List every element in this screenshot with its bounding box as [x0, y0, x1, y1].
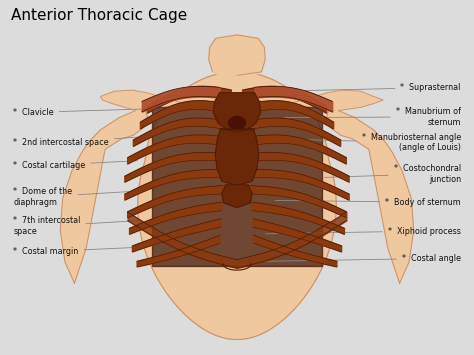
- Polygon shape: [243, 86, 327, 113]
- Polygon shape: [253, 219, 342, 252]
- Polygon shape: [222, 185, 252, 207]
- Polygon shape: [246, 101, 334, 129]
- Polygon shape: [133, 118, 227, 146]
- Text: *  Manubrium of
sternum: * Manubrium of sternum: [284, 107, 461, 127]
- Polygon shape: [125, 152, 224, 182]
- Polygon shape: [215, 129, 259, 185]
- Circle shape: [228, 116, 246, 129]
- Polygon shape: [140, 101, 228, 129]
- Text: *  Costochondral
junction: * Costochondral junction: [325, 164, 461, 184]
- Polygon shape: [100, 90, 217, 110]
- Polygon shape: [129, 202, 222, 234]
- Polygon shape: [215, 129, 259, 185]
- Polygon shape: [249, 135, 346, 164]
- Polygon shape: [247, 118, 341, 146]
- Polygon shape: [213, 93, 261, 132]
- Text: *  Costal angle: * Costal angle: [266, 254, 461, 263]
- Polygon shape: [60, 109, 147, 283]
- Polygon shape: [327, 109, 414, 283]
- Text: *  2nd intercostal space: * 2nd intercostal space: [13, 137, 137, 147]
- Text: *  Clavicle: * Clavicle: [13, 108, 147, 117]
- Polygon shape: [138, 72, 336, 339]
- Text: *  Suprasternal: * Suprasternal: [280, 83, 461, 92]
- Polygon shape: [209, 35, 265, 76]
- Text: *  Body of sternum: * Body of sternum: [275, 198, 461, 207]
- Polygon shape: [137, 235, 220, 267]
- Polygon shape: [213, 93, 261, 132]
- Polygon shape: [147, 86, 231, 113]
- Polygon shape: [128, 135, 225, 164]
- Polygon shape: [125, 169, 224, 200]
- Polygon shape: [250, 169, 349, 200]
- Text: *  Costal margin: * Costal margin: [13, 247, 137, 256]
- Text: *  Costal cartilage: * Costal cartilage: [13, 161, 137, 170]
- Polygon shape: [128, 186, 223, 218]
- Polygon shape: [250, 152, 349, 182]
- Text: *  7th intercostal
space: * 7th intercostal space: [13, 217, 137, 236]
- Polygon shape: [132, 219, 221, 252]
- Polygon shape: [254, 235, 337, 267]
- Polygon shape: [251, 186, 346, 218]
- Polygon shape: [257, 90, 383, 110]
- Text: *  Xiphoid process: * Xiphoid process: [266, 226, 461, 235]
- Polygon shape: [152, 107, 322, 266]
- Text: *  Manubriosternal angle
(angle of Louis): * Manubriosternal angle (angle of Louis): [266, 132, 461, 152]
- Text: *  Dome of the
diaphragm: * Dome of the diaphragm: [13, 187, 137, 207]
- Polygon shape: [252, 202, 345, 234]
- Text: Anterior Thoracic Cage: Anterior Thoracic Cage: [11, 9, 187, 23]
- Polygon shape: [222, 185, 252, 207]
